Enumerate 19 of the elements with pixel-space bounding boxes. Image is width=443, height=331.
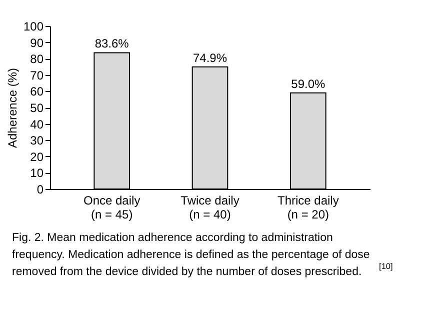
y-tick-label: 70 xyxy=(30,68,44,82)
y-tick-label: 40 xyxy=(30,117,44,132)
y-tick-label: 80 xyxy=(30,52,44,66)
data-label: 74.9% xyxy=(192,50,228,65)
y-tick-label: 20 xyxy=(30,150,44,164)
y-tick-label: 0 xyxy=(36,182,44,196)
data-label: 59.0% xyxy=(291,76,326,91)
x-tick-label: Thrice daily (n = 20) xyxy=(277,194,339,222)
x-tick-label: Once daily (n = 45) xyxy=(83,194,140,222)
text: Fig. 2. Mean medication adherence according to administration frequency. Medication adherence is defined as the percentage of dose removed from the device divided by the number of doses prescribed.[10] xyxy=(12,232,393,278)
y-tick-label: 60 xyxy=(30,84,44,99)
y-tick-label: 90 xyxy=(30,36,44,50)
y-axis-title: Adherence (%) xyxy=(5,68,20,148)
x-tick-label: Twice daily (n = 40) xyxy=(180,194,240,222)
y-tick-label: 10 xyxy=(30,166,44,180)
y-tick-label: 30 xyxy=(30,134,44,148)
y-tick-label: 50 xyxy=(30,101,44,115)
data-label: 83.6% xyxy=(94,36,130,51)
y-tick-label: 100 xyxy=(23,20,44,34)
